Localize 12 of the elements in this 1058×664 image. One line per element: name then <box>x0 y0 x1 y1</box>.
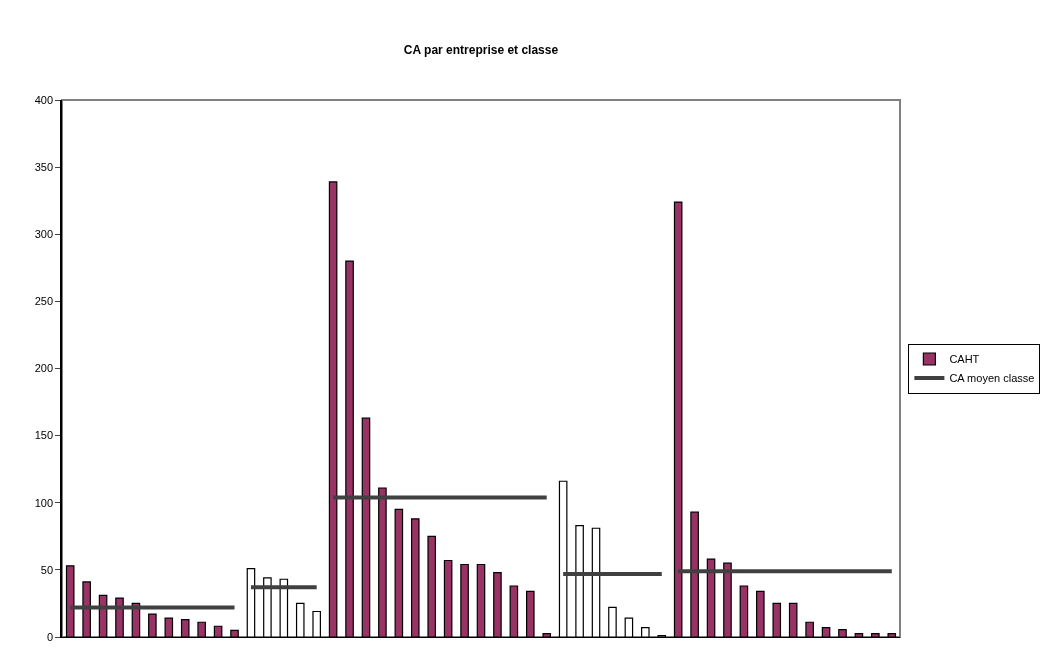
y-tick-label: 150 <box>34 429 54 442</box>
legend-label: CA moyen classe <box>949 372 1035 385</box>
y-tick-label: 350 <box>34 160 54 173</box>
chart-title: CA par entreprise et classe <box>403 43 559 57</box>
y-tick-label: 50 <box>40 563 54 576</box>
y-tick-label: 100 <box>34 496 54 509</box>
y-tick-label: 300 <box>34 228 54 241</box>
y-tick-label: 400 <box>34 93 54 106</box>
legend-label: CAHT <box>949 353 980 366</box>
y-tick-label: 0 <box>46 630 54 643</box>
y-tick-label: 250 <box>34 295 54 308</box>
y-tick-label: 200 <box>34 362 54 375</box>
